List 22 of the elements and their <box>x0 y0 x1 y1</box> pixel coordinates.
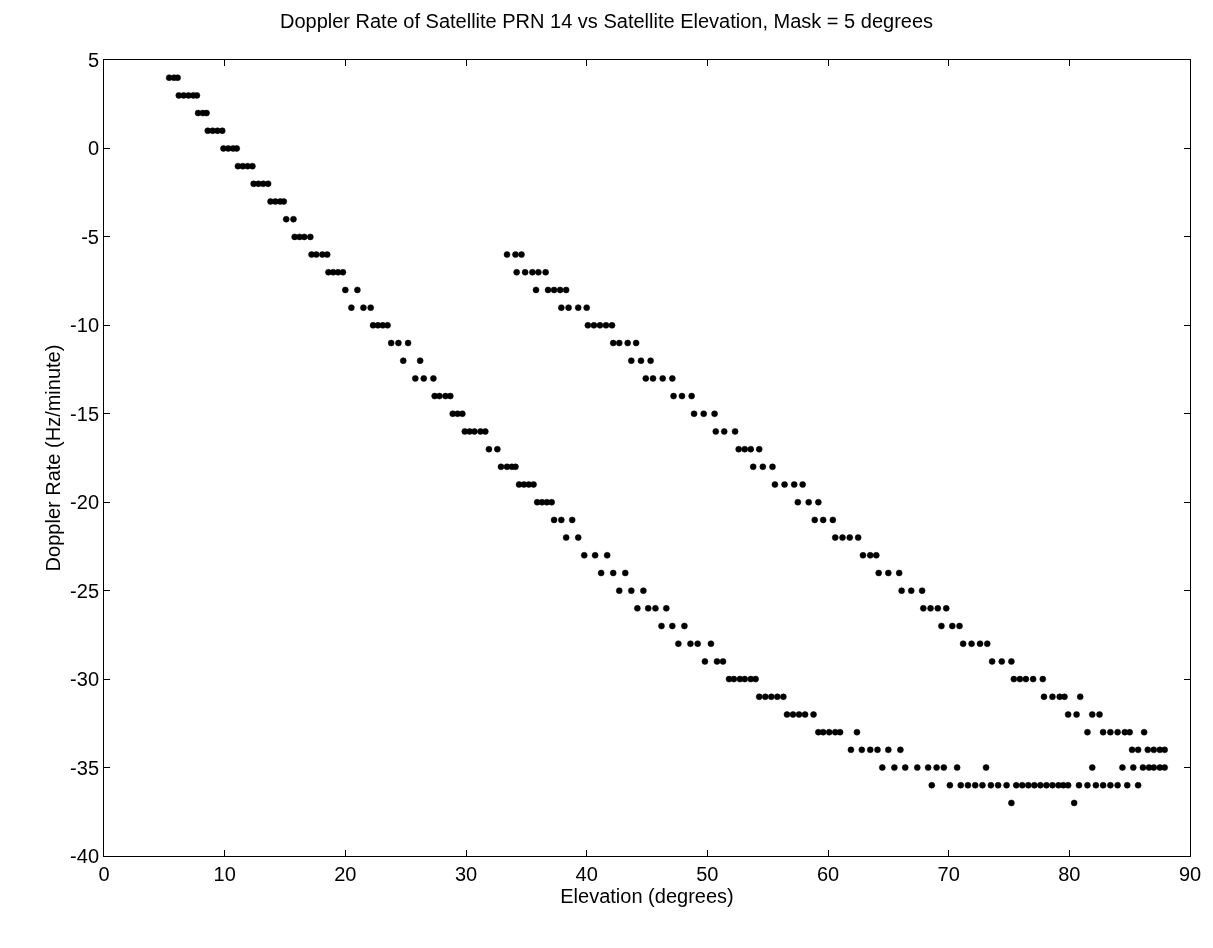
x-tick-label: 80 <box>1058 863 1081 885</box>
y-tick-label: -25 <box>70 579 99 602</box>
x-tick-label: 30 <box>454 863 478 885</box>
y-tick-label: -5 <box>81 225 99 248</box>
y-tick-label: -40 <box>70 845 99 867</box>
y-tick-label: -10 <box>70 314 99 337</box>
chart-title: Doppler Rate of Satellite PRN 14 vs Satellite Elevation, Mask = 5 degrees <box>279 10 934 33</box>
x-axis-title: Elevation (degrees) <box>560 885 734 907</box>
x-tick-label: 70 <box>937 863 960 885</box>
x-tick-label: 40 <box>575 863 598 885</box>
x-tick-label: 60 <box>816 863 840 885</box>
y-tick-label: -35 <box>70 756 99 779</box>
y-tick-label: 5 <box>87 49 99 71</box>
y-tick-label: -30 <box>70 668 99 691</box>
y-tick-label: -20 <box>70 491 99 514</box>
x-tick-label: 10 <box>213 863 236 885</box>
x-tick-label: 50 <box>696 863 719 885</box>
y-axis-title: Doppler Rate (Hz/minute) <box>41 344 64 572</box>
y-tick-label: 0 <box>87 137 99 160</box>
x-tick-label: 20 <box>334 863 357 885</box>
x-tick-label: 90 <box>1178 863 1202 885</box>
y-tick-label: -15 <box>70 402 99 425</box>
